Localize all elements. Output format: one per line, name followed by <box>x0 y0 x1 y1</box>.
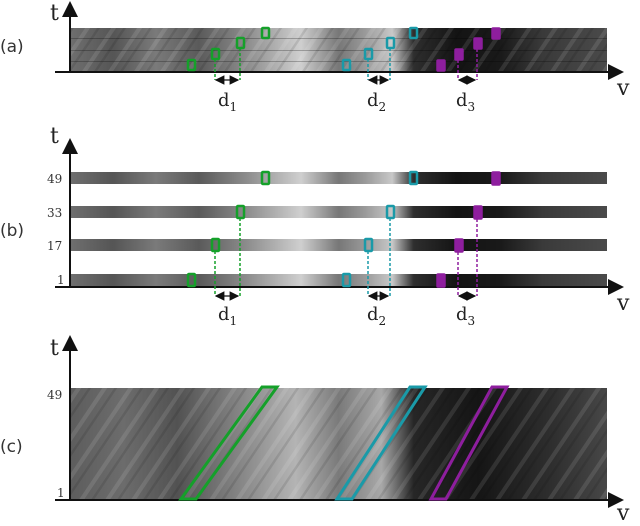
panel-c-label: (c) <box>0 437 23 457</box>
panel-b-v-label: v <box>616 291 630 316</box>
tick-c-49: 49 <box>47 388 62 402</box>
panel-b-row-ticks: 49 33 17 1 <box>47 172 65 287</box>
panel-b: (b) t v 49 33 17 1 <box>0 124 630 328</box>
panel-b-green-markers <box>186 170 271 288</box>
tick-49: 49 <box>47 172 62 186</box>
tick-33: 33 <box>47 206 62 220</box>
green-trajectory <box>178 385 280 501</box>
panel-b-displacement-labels: d1 d2 d3 <box>218 304 475 328</box>
tick-1: 1 <box>57 273 65 287</box>
panel-b-teal-markers <box>341 170 419 288</box>
d2-subscript-b: 2 <box>379 314 387 328</box>
d3-label: d <box>456 90 468 111</box>
panel-a-axes: t v <box>50 1 630 101</box>
svg-text:d3: d3 <box>456 90 475 114</box>
d1-label: d <box>218 90 230 111</box>
svg-text:d1: d1 <box>218 90 237 114</box>
panel-c-v-label: v <box>616 501 630 526</box>
panel-a-teal-markers <box>341 26 419 72</box>
d2-label: d <box>367 90 379 111</box>
band-row-33 <box>70 206 607 218</box>
panel-a-displacement-labels: d1 d2 d3 <box>218 90 475 114</box>
d1-subscript-b: 1 <box>230 314 238 328</box>
panel-c-row-ticks: 49 1 <box>47 388 65 500</box>
svg-text:d2: d2 <box>367 304 386 328</box>
teal-trajectory <box>334 385 428 501</box>
panel-a-purple-markers <box>436 27 501 72</box>
band-row-1 <box>70 274 607 286</box>
panel-b-guides <box>214 218 478 296</box>
d3-subscript: 3 <box>468 100 476 114</box>
svg-text:d2: d2 <box>367 90 386 114</box>
panel-b-bands <box>70 172 607 286</box>
d3-subscript-b: 3 <box>468 314 476 328</box>
band-row-17 <box>70 239 607 251</box>
panel-b-t-label: t <box>50 124 59 149</box>
panel-b-label: (b) <box>0 221 24 241</box>
panel-a-v-label: v <box>616 76 630 101</box>
svg-text:d1: d1 <box>218 304 237 328</box>
d2-label-b: d <box>367 304 379 325</box>
tick-c-1: 1 <box>57 486 65 500</box>
d1-subscript: 1 <box>230 100 238 114</box>
tick-17: 17 <box>47 239 62 253</box>
panel-a: (a) t v <box>0 1 630 114</box>
band-row-49 <box>70 172 607 184</box>
panel-a-t-label: t <box>50 1 59 26</box>
panel-b-axes: t v <box>50 124 630 316</box>
panel-c-image <box>70 388 607 500</box>
d3-label-b: d <box>456 304 468 325</box>
panel-b-purple-markers <box>436 171 501 288</box>
panel-c: (c) t v 49 1 <box>0 335 630 526</box>
svg-text:d3: d3 <box>456 304 475 328</box>
panel-c-t-label: t <box>50 336 59 361</box>
panel-a-label: (a) <box>0 37 24 57</box>
d2-subscript: 2 <box>379 100 387 114</box>
purple-trajectory <box>428 385 510 501</box>
d1-label-b: d <box>218 304 230 325</box>
panel-a-image <box>70 28 607 72</box>
